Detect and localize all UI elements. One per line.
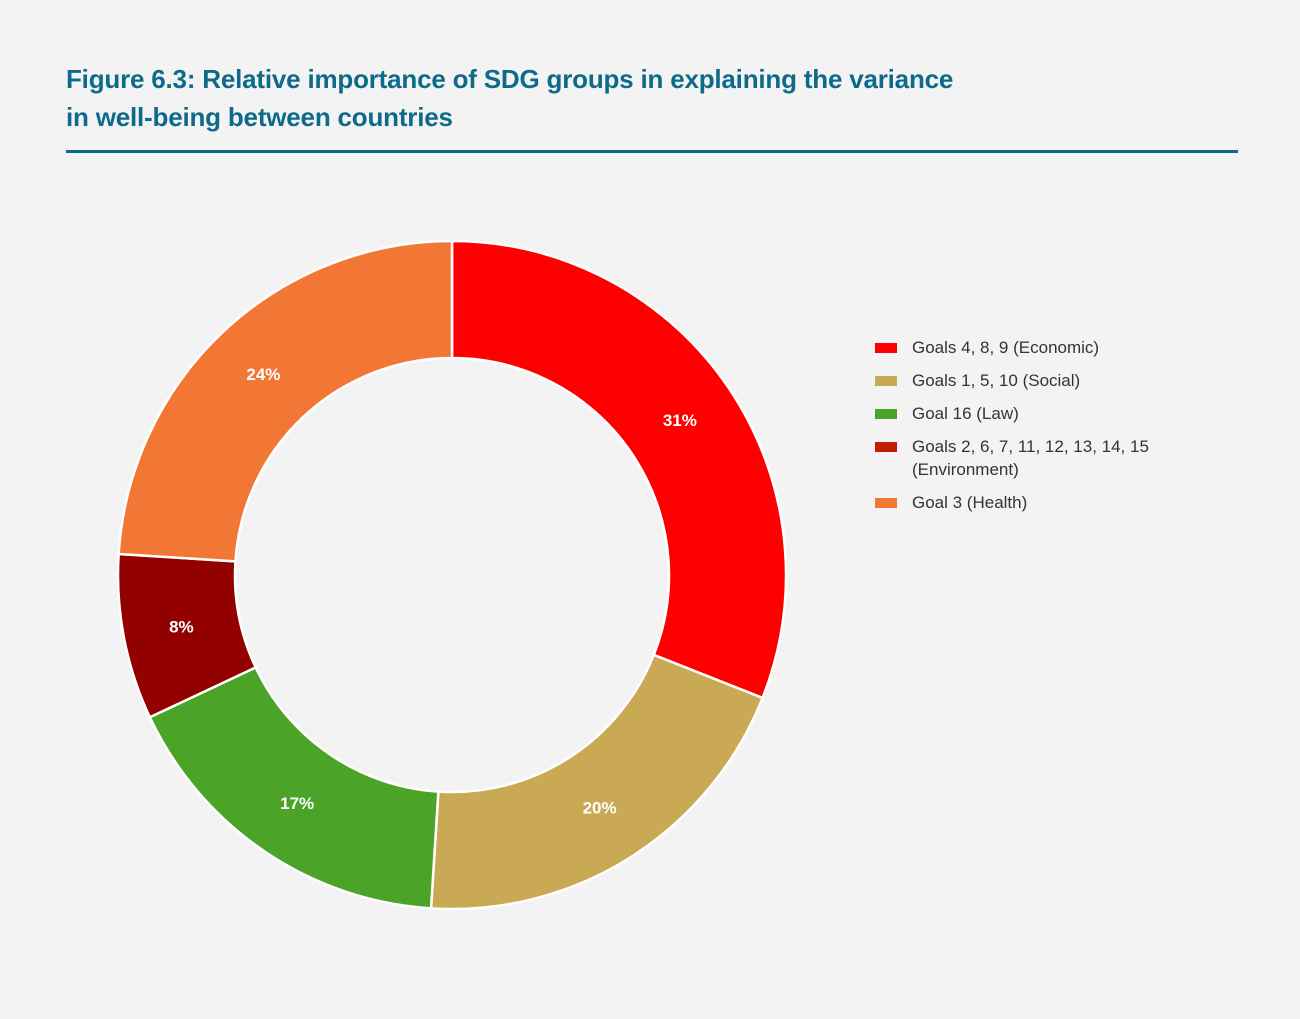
slice-percent-label: 31%: [663, 411, 697, 430]
slice-percent-label: 17%: [280, 794, 314, 813]
legend-swatch-icon: [875, 409, 897, 419]
legend-label: Goals 4, 8, 9 (Economic): [912, 338, 1100, 357]
figure-title: Figure 6.3: Relative importance of SDG g…: [66, 60, 1186, 136]
legend-item: Goal 16 (Law): [875, 402, 1195, 425]
legend-item: Goals 4, 8, 9 (Economic): [875, 336, 1195, 359]
slice-percent-label: 8%: [169, 618, 194, 637]
legend-label: Goals 1, 5, 10 (Social): [912, 371, 1081, 390]
legend-swatch-icon: [875, 343, 897, 353]
legend-item: Goals 1, 5, 10 (Social): [875, 369, 1195, 392]
donut-slice: [450, 239, 788, 700]
legend-swatch-icon: [875, 442, 897, 452]
chart-legend: Goals 4, 8, 9 (Economic) Goals 1, 5, 10 (…: [875, 336, 1195, 524]
legend-item: Goal 3 (Health): [875, 491, 1195, 514]
legend-swatch-icon: [875, 498, 897, 508]
slice-percent-label: 20%: [583, 799, 617, 818]
donut-chart: 31% 20% 17% 8% 24%: [116, 239, 788, 911]
legend-item: Goals 2, 6, 7, 11, 12, 13, 14, 15 (Envir…: [875, 435, 1195, 481]
donut-slice: [117, 239, 454, 563]
legend-label: Goal 3 (Health): [912, 493, 1028, 512]
donut-slice: [148, 665, 440, 910]
donut-slice: [429, 653, 765, 911]
legend-label: Goal 16 (Law): [912, 404, 1019, 423]
slice-percent-label: 24%: [246, 365, 280, 384]
title-divider: [66, 150, 1238, 153]
legend-label: Goals 2, 6, 7, 11, 12, 13, 14, 15 (Envir…: [912, 437, 1149, 479]
legend-swatch-icon: [875, 376, 897, 386]
figure-title-line-2: in well-being between countries: [66, 102, 453, 132]
figure-title-line-1: Figure 6.3: Relative importance of SDG g…: [66, 64, 954, 94]
